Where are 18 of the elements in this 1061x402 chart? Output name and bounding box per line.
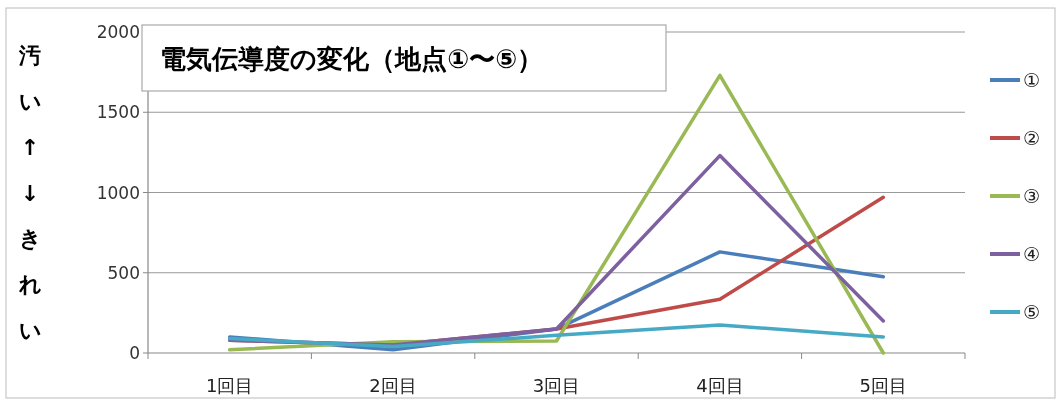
x-tick-label: 5回目 [859,375,908,396]
legend-label: ① [1023,69,1041,91]
legend-label: ② [1023,127,1041,149]
y-tick-label: 2000 [96,22,140,42]
line-series [227,323,886,349]
y-tick-label: 0 [129,343,140,363]
y-tick-label: 1000 [96,182,140,203]
x-tick-label: 3回目 [532,375,581,396]
y-tick-label: 500 [107,262,140,283]
x-tick-label: 1回目 [205,375,254,396]
y-tick-label: 1500 [96,102,140,123]
text: 電気伝導度の変化（地点①〜⑤） [160,44,544,74]
legend-label: ⑤ [1023,301,1041,323]
y-axis-title: 汚い↑↓きれい [17,43,42,343]
legend-label: ③ [1023,185,1041,207]
x-tick-label: 4回目 [696,375,744,396]
x-tick-label: 2回目 [369,375,417,396]
legend-label: ④ [1023,243,1041,265]
